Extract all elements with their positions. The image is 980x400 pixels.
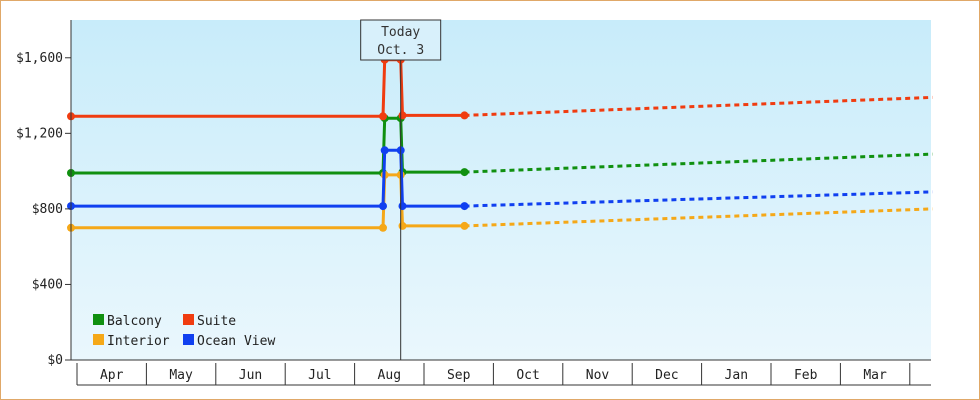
x-tick-label-nov: Nov [586, 368, 610, 383]
series-point-ocean-view-5 [460, 202, 469, 211]
today-date: Oct. 3 [377, 43, 424, 58]
y-tick-label-3: $1,200 [16, 126, 63, 141]
series-line-balcony [71, 116, 465, 175]
today-marker: Today Oct. 3 [360, 19, 442, 360]
series-point-balcony-5 [460, 168, 469, 177]
legend-label-suite: Suite [197, 314, 236, 329]
x-tick-label-jun: Jun [239, 368, 262, 383]
y-tick-label-4: $1,600 [16, 51, 63, 66]
series-line-ocean-view [71, 148, 465, 208]
axes: $0 $400 $800 $1,200 $1,600 Apr May Jun Jul Aug Sep… [16, 20, 931, 386]
series-point-interior-5 [460, 221, 469, 230]
legend-label-ocean-view: Ocean View [197, 334, 275, 349]
series-point-suite-4 [398, 111, 407, 120]
legend-label-interior: Interior [107, 334, 170, 349]
today-label: Today [381, 25, 420, 40]
x-tick-label-apr: Apr [100, 368, 124, 383]
series-point-suite-5 [460, 111, 469, 120]
series-forecast-balcony [464, 152, 933, 174]
x-tick-label-oct: Oct [516, 368, 539, 383]
series-forecast-ocean-view [464, 190, 933, 208]
y-tick-label-2: $800 [32, 202, 63, 217]
legend-label-balcony: Balcony [107, 314, 162, 329]
x-tick-label-feb: Feb [794, 368, 818, 383]
series-forecast-interior [464, 207, 933, 228]
series-point-ocean-view-4 [398, 202, 407, 211]
legend-swatch-interior [93, 334, 104, 345]
y-tick-label-0: $0 [47, 353, 63, 368]
x-tick-label-sep: Sep [447, 368, 471, 383]
x-tick-label-jan: Jan [725, 368, 748, 383]
x-tick-label-may: May [169, 368, 193, 383]
legend: Balcony Suite Interior Ocean View [93, 314, 275, 349]
legend-swatch-suite [183, 314, 194, 325]
series-forecast-suite [464, 95, 933, 117]
y-tick-label-1: $400 [32, 277, 63, 292]
today-box [360, 19, 442, 61]
plot-area [71, 20, 931, 360]
x-tick-label-jul: Jul [308, 368, 331, 383]
series-point-ocean-view-2 [380, 146, 389, 155]
series-line-interior [71, 173, 465, 230]
series-point-suite-1 [379, 112, 387, 121]
x-tick-label-mar: Mar [863, 368, 887, 383]
series-point-ocean-view-1 [379, 202, 387, 211]
legend-swatch-ocean-view [183, 334, 194, 345]
series-point-interior-1 [379, 223, 387, 232]
x-tick-label-aug: Aug [378, 368, 401, 383]
x-tick-label-dec: Dec [655, 368, 678, 383]
legend-swatch-balcony [93, 314, 104, 325]
series-point-interior-4 [398, 221, 407, 230]
